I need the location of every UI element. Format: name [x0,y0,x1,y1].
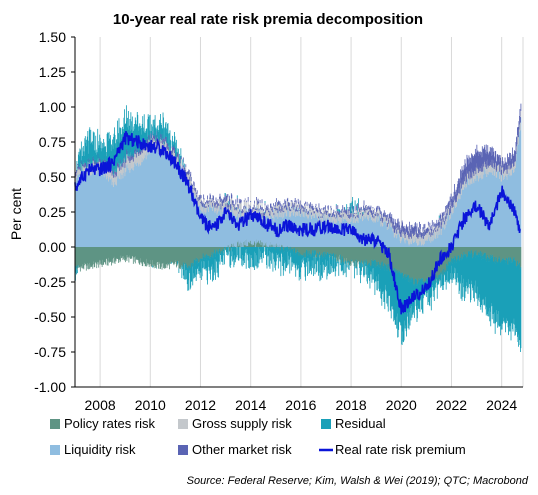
series-line-real-rate-risk-premium [74,131,521,315]
real-rate-line [74,131,521,315]
legend-label-liquidity-risk: Liquidity risk [64,442,136,457]
legend-label-gross-supply-risk: Gross supply risk [192,416,292,431]
x-tick-label-2014: 2014 [235,397,266,413]
legend-swatch-gross-supply-risk [178,419,188,429]
y-tick-label-1.50: 1.50 [39,29,66,45]
area-liquidity-risk [75,117,522,247]
axes: 2008 2010 2012 2014 2016 2018 2020 2022 2024 -1.0… [34,29,523,413]
legend-swatch-residual [321,419,331,429]
y-tick-label--0.25: -0.25 [34,274,66,290]
legend-label-other-market-risk: Other market risk [192,442,292,457]
y-tick-label--0.75: -0.75 [34,344,66,360]
x-tick-label-2010: 2010 [135,397,166,413]
area-policy-rates-risk [75,239,522,286]
legend-label-residual: Residual [335,416,386,431]
x-tick-label-2024: 2024 [486,397,517,413]
chart-title: 10-year real rate risk premia decomposit… [113,11,423,28]
legend-label-real-rate-risk-premium: Real rate risk premium [335,442,466,457]
y-tick-label-0.50: 0.50 [39,169,66,185]
x-tick-label-2022: 2022 [436,397,467,413]
source-note: Source: Federal Reserve; Kim, Walsh & We… [187,475,529,487]
x-tick-label-2020: 2020 [386,397,417,413]
x-tick-label-2016: 2016 [285,397,316,413]
legend: Policy rates risk Gross supply risk Residu… [50,416,466,457]
y-tick-label-0.25: 0.25 [39,204,66,220]
y-axis-label: Per cent [8,188,24,240]
y-tick-label--0.50: -0.50 [34,309,66,325]
legend-label-policy-rates-risk: Policy rates risk [64,416,156,431]
legend-swatch-policy-rates-risk [50,419,60,429]
y-tick-label-1.25: 1.25 [39,64,66,80]
y-tick-label-0.75: 0.75 [39,134,66,150]
area-residual [75,105,522,353]
y-tick-label-0.00: 0.00 [39,239,66,255]
y-tick-label-1.00: 1.00 [39,99,66,115]
stacked-areas [75,103,522,353]
legend-swatch-other-market-risk [178,445,188,455]
x-tick-label-2018: 2018 [336,397,367,413]
x-tick-label-2008: 2008 [85,397,116,413]
legend-swatch-liquidity-risk [50,445,60,455]
x-tick-label-2012: 2012 [185,397,216,413]
y-tick-label--1.00: -1.00 [34,379,66,395]
